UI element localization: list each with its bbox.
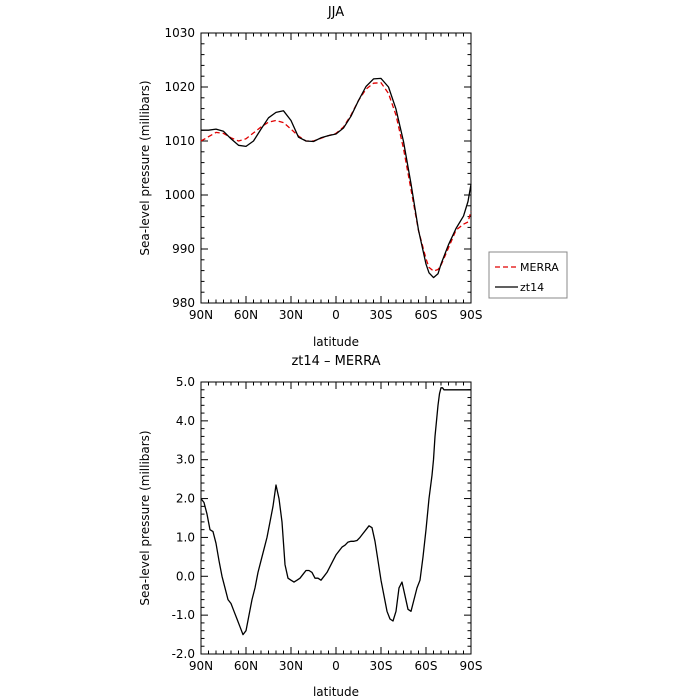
bottom-chart-plot-frame <box>200 381 472 655</box>
legend-box <box>488 251 568 299</box>
bottom-chart-x-axis-label: latitude <box>313 685 359 699</box>
top-chart-y-tick-label: 980 <box>172 296 195 310</box>
top-chart-y-tick-label: 1000 <box>164 188 195 202</box>
top-chart-y-tick-label: 1020 <box>164 80 195 94</box>
top-chart-y-axis-label: Sea-level pressure (millibars) <box>138 80 152 255</box>
bottom-chart-y-tick-label: 3.0 <box>176 453 195 467</box>
bottom-chart: zt14 – MERRA 90N 60N 30N 0 30S 60S 90S -2.0 -1.0… <box>138 354 482 699</box>
top-chart: JJA 90N 60N 30N 0 30S 60S 90S 980 990 1000 1010 102… <box>138 5 568 349</box>
top-chart-x-tick-label: 60S <box>415 308 438 322</box>
top-chart-x-tick-label: 60N <box>234 308 258 322</box>
bottom-chart-series-line-difference <box>200 387 471 636</box>
bottom-chart-title: zt14 – MERRA <box>291 354 380 369</box>
bottom-chart-x-tick-label: 60N <box>234 659 258 673</box>
top-chart-lines <box>200 77 472 279</box>
top-chart-y-tick-label: 990 <box>172 242 195 256</box>
top-chart-y-tick-label: 1030 <box>164 26 195 40</box>
bottom-chart-y-tick-label: 2.0 <box>176 492 195 506</box>
top-chart-x-tick-label: 30N <box>279 308 303 322</box>
top-chart-series-line-merra <box>200 82 472 272</box>
bottom-chart-x-tick-label: 30S <box>370 659 393 673</box>
top-chart-ticks: 90N 60N 30N 0 30S 60S 90S 980 990 1000 1010 1020 103… <box>164 26 482 322</box>
top-chart-x-tick-label: 30S <box>370 308 393 322</box>
top-chart-x-tick-label: 90N <box>189 308 213 322</box>
bottom-chart-x-tick-label: 60S <box>415 659 438 673</box>
bottom-chart-x-tick-label: 0 <box>332 659 340 673</box>
legend-zt14-label: zt14 <box>520 281 544 294</box>
top-chart-x-tick-label: 0 <box>332 308 340 322</box>
bottom-chart-lines <box>200 387 471 636</box>
top-chart-x-tick-label: 90S <box>460 308 483 322</box>
legend-merra-label: MERRA <box>520 261 559 274</box>
bottom-chart-ticks: 90N 60N 30N 0 30S 60S 90S -2.0 -1.0 0.0 1.0 2.0 3.0 4… <box>172 375 483 673</box>
bottom-chart-y-tick-label: 1.0 <box>176 530 195 544</box>
bottom-chart-x-tick-label: 90N <box>189 659 213 673</box>
top-chart-y-tick-label: 1010 <box>164 134 195 148</box>
bottom-chart-y-tick-label: 4.0 <box>176 414 195 428</box>
bottom-chart-x-tick-label: 90S <box>460 659 483 673</box>
top-chart-plot-frame <box>200 32 472 304</box>
bottom-chart-y-tick-label: 0.0 <box>176 569 195 583</box>
bottom-chart-y-tick-label: -2.0 <box>172 647 195 661</box>
bottom-chart-y-tick-label: 5.0 <box>176 375 195 389</box>
bottom-chart-y-axis-label: Sea-level pressure (millibars) <box>138 430 152 605</box>
top-chart-x-axis-label: latitude <box>313 335 359 349</box>
top-chart-title: JJA <box>327 5 344 20</box>
top-chart-series-line-zt14 <box>201 77 472 279</box>
bottom-chart-x-tick-label: 30N <box>279 659 303 673</box>
bottom-chart-y-tick-label: -1.0 <box>172 608 195 622</box>
legend: MERRA zt14 <box>488 251 568 299</box>
